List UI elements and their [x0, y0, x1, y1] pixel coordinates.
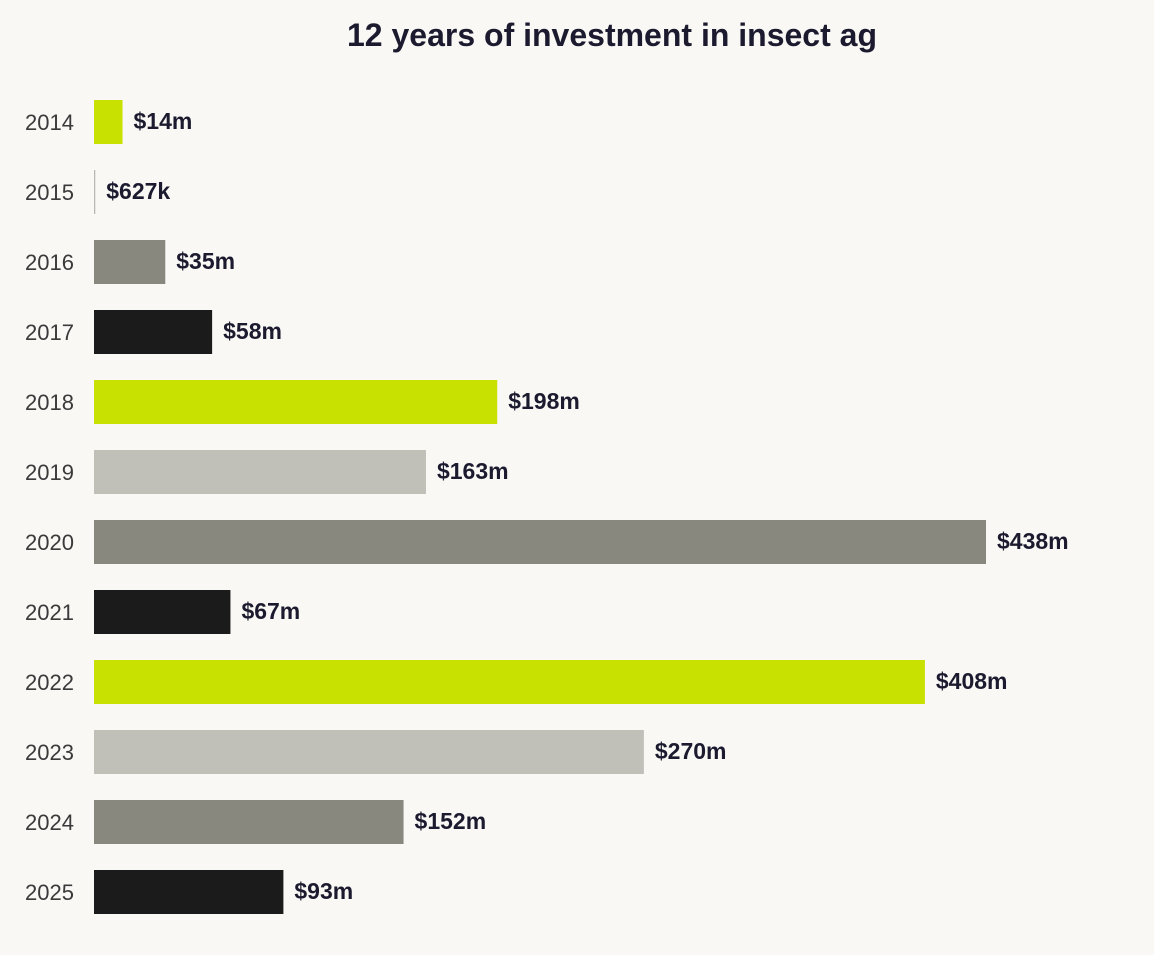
year-label-2018: 2018 [25, 390, 74, 415]
value-label-2017: $58m [223, 318, 282, 344]
value-label-2021: $67m [241, 598, 300, 624]
value-label-2023: $270m [655, 738, 727, 764]
bar-2018 [94, 380, 498, 424]
year-label-2020: 2020 [25, 530, 74, 555]
year-label-2015: 2015 [25, 180, 74, 205]
year-label-2019: 2019 [25, 460, 74, 485]
bar-2022 [94, 660, 925, 704]
bar-2024 [94, 800, 404, 844]
bar-2015 [94, 170, 96, 214]
bar-2019 [94, 450, 426, 494]
value-label-2022: $408m [936, 668, 1008, 694]
year-label-2025: 2025 [25, 880, 74, 905]
value-label-2015: $627k [106, 178, 170, 204]
bar-2023 [94, 730, 644, 774]
value-label-2025: $93m [294, 878, 353, 904]
year-label-2014: 2014 [25, 110, 74, 135]
bar-2021 [94, 590, 231, 634]
bar-2014 [94, 100, 123, 144]
value-label-2019: $163m [437, 458, 509, 484]
bar-2016 [94, 240, 166, 284]
year-label-2016: 2016 [25, 250, 74, 275]
value-label-2020: $438m [997, 528, 1069, 554]
value-label-2018: $198m [508, 388, 580, 414]
bar-2020 [94, 520, 986, 564]
year-label-2023: 2023 [25, 740, 74, 765]
bar-2025 [94, 870, 284, 914]
year-label-2017: 2017 [25, 320, 74, 345]
value-label-2016: $35m [176, 248, 235, 274]
bar-2017 [94, 310, 213, 354]
chart-title: 12 years of investment in insect ag [347, 17, 877, 53]
year-label-2024: 2024 [25, 810, 74, 835]
year-label-2021: 2021 [25, 600, 74, 625]
value-label-2024: $152m [415, 808, 487, 834]
year-label-2022: 2022 [25, 670, 74, 695]
value-label-2014: $14m [134, 108, 193, 134]
